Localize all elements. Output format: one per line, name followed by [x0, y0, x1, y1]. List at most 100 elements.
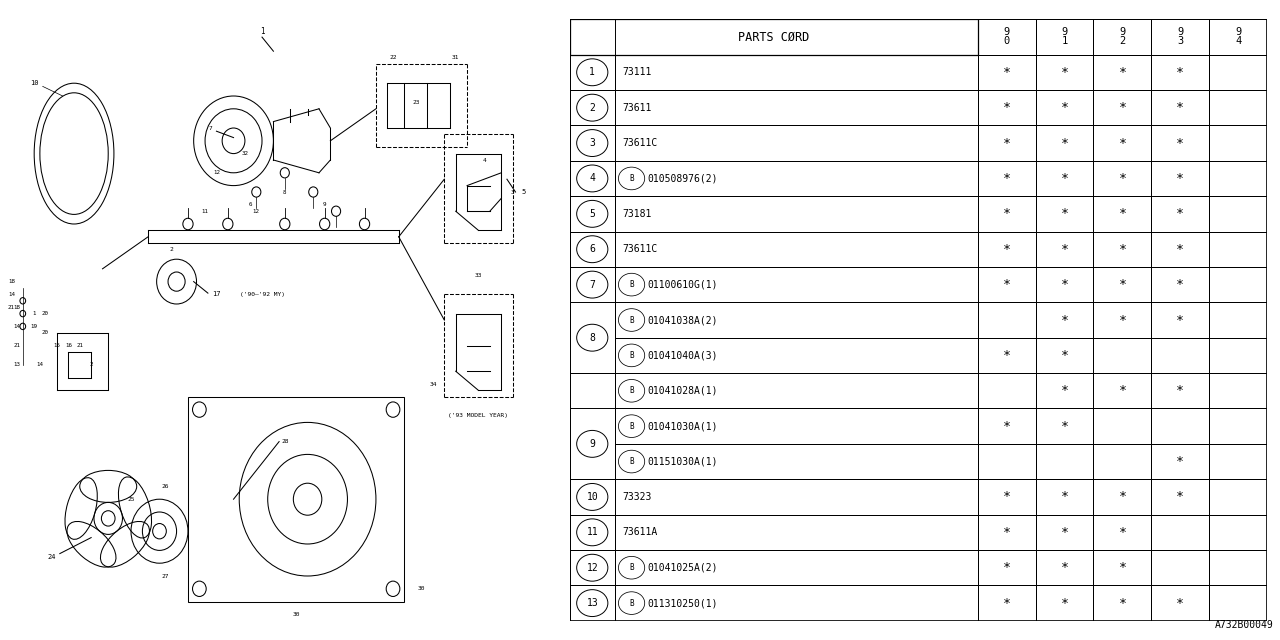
Text: 2: 2 [169, 247, 173, 252]
Text: B: B [630, 387, 634, 396]
Bar [1210, 302, 1267, 338]
Text: *: * [1176, 384, 1184, 397]
Text: 5: 5 [522, 189, 526, 195]
Bar [1152, 161, 1210, 196]
Bar [1036, 161, 1093, 196]
Text: 9
4: 9 4 [1235, 28, 1242, 47]
Bar [1093, 550, 1152, 586]
Text: 34: 34 [429, 381, 436, 387]
Bar [1152, 338, 1210, 373]
Bar [570, 302, 614, 338]
Bar [1036, 338, 1093, 373]
Bar [1093, 444, 1152, 479]
Bar [1036, 444, 1093, 479]
Text: 1: 1 [260, 28, 265, 36]
Bar [1036, 54, 1093, 90]
Bar [614, 125, 978, 161]
Text: *: * [1176, 243, 1184, 256]
Bar [1152, 19, 1210, 54]
Bar [1036, 515, 1093, 550]
Bar [1036, 408, 1093, 444]
Bar [1036, 19, 1093, 54]
Circle shape [20, 310, 26, 317]
Bar [1210, 161, 1267, 196]
Bar [1093, 19, 1152, 54]
Bar [1210, 54, 1267, 90]
Bar [978, 408, 1036, 444]
Text: 01041040A(3): 01041040A(3) [648, 350, 718, 360]
Text: 01041025A(2): 01041025A(2) [648, 563, 718, 573]
Bar [1093, 267, 1152, 302]
Bar [1210, 90, 1267, 125]
Bar [1152, 515, 1210, 550]
Bar [1210, 125, 1267, 161]
Bar [570, 232, 614, 267]
Bar [978, 54, 1036, 90]
Bar [614, 408, 978, 444]
Text: B: B [630, 316, 634, 324]
Text: 21: 21 [8, 305, 15, 310]
Text: 21: 21 [77, 343, 83, 348]
Text: *: * [1002, 101, 1011, 114]
Bar [614, 302, 978, 338]
Bar [978, 161, 1036, 196]
Bar [614, 232, 978, 267]
Text: *: * [1061, 101, 1069, 114]
Bar [1036, 302, 1093, 338]
Text: *: * [1119, 172, 1126, 185]
Text: B: B [630, 174, 634, 183]
Bar [1152, 90, 1210, 125]
Text: *: * [1176, 207, 1184, 220]
Bar [1152, 444, 1210, 479]
Text: 17: 17 [212, 291, 220, 298]
Text: 010508976(2): 010508976(2) [648, 173, 718, 184]
Bar [614, 373, 978, 408]
Bar [1093, 196, 1152, 232]
Bar [1152, 479, 1210, 515]
Text: 28: 28 [282, 439, 288, 444]
Bar [1093, 54, 1152, 90]
Text: 30: 30 [417, 586, 425, 591]
Text: 22: 22 [389, 55, 397, 60]
Text: *: * [1119, 66, 1126, 79]
Text: *: * [1002, 526, 1011, 539]
Bar [978, 125, 1036, 161]
Bar [1036, 550, 1093, 586]
Text: *: * [1119, 101, 1126, 114]
Text: *: * [1002, 207, 1011, 220]
Bar [1036, 373, 1093, 408]
Bar [570, 19, 614, 54]
Text: 01151030A(1): 01151030A(1) [648, 456, 718, 467]
Text: 9
1: 9 1 [1061, 28, 1068, 47]
Bar [614, 550, 978, 586]
Text: 1: 1 [32, 311, 36, 316]
Bar [570, 550, 614, 586]
Text: *: * [1061, 384, 1069, 397]
Text: *: * [1119, 384, 1126, 397]
Bar [1152, 302, 1210, 338]
Bar [1210, 586, 1267, 621]
Text: *: * [1119, 526, 1126, 539]
Bar [1152, 267, 1210, 302]
Text: *: * [1119, 207, 1126, 220]
Bar [1210, 479, 1267, 515]
Bar [1036, 267, 1093, 302]
Bar [1093, 586, 1152, 621]
Bar [570, 125, 614, 161]
Text: 73611A: 73611A [622, 527, 657, 538]
Text: 13: 13 [586, 598, 598, 608]
Bar [614, 54, 978, 90]
Text: 11: 11 [201, 209, 209, 214]
Text: *: * [1176, 314, 1184, 326]
Bar [614, 586, 978, 621]
Text: A732B00049: A732B00049 [1215, 620, 1274, 630]
Bar [570, 267, 614, 302]
Bar [1152, 232, 1210, 267]
Bar [1093, 515, 1152, 550]
Bar [570, 338, 614, 373]
Text: 24: 24 [47, 554, 55, 560]
Bar [570, 408, 614, 444]
Text: PARTS CØRD: PARTS CØRD [739, 30, 809, 44]
Text: *: * [1176, 136, 1184, 150]
Text: B: B [630, 598, 634, 607]
